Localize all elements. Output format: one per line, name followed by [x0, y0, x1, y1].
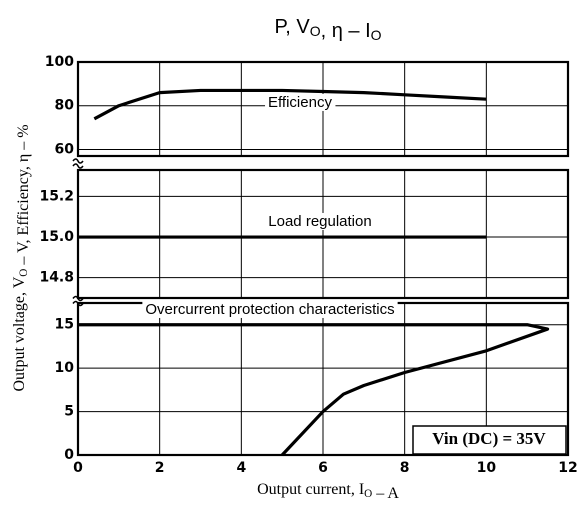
y-tick-label: 60 — [55, 141, 75, 157]
x-tick-label: 12 — [558, 460, 577, 476]
panel-frame — [76, 168, 570, 300]
x-axis-label: Output current, IO – A — [257, 481, 399, 502]
subscript: O — [310, 23, 321, 39]
text-part: – V, Efficiency, η – % — [15, 124, 32, 268]
text-part: , η – I — [321, 20, 371, 42]
x-tick-label: 10 — [477, 460, 497, 476]
label-bg — [142, 300, 398, 318]
y-tick-label: 15.0 — [39, 229, 74, 245]
subscript: O — [371, 27, 382, 43]
text-part: Output voltage, V — [11, 276, 28, 391]
label-bg — [265, 212, 375, 230]
x-tick-label: 8 — [400, 460, 410, 476]
y-tick-label: 14.8 — [39, 270, 74, 286]
subscript: O — [364, 488, 372, 500]
text-part: Output current, I — [257, 481, 364, 498]
y-tick-label: 10 — [55, 360, 75, 376]
series-label: Overcurrent protection characteristics — [145, 301, 394, 318]
text-part: – A — [372, 485, 399, 502]
series-label: Load regulation — [268, 213, 371, 230]
y-tick-label: 80 — [55, 98, 75, 114]
label-bg — [265, 93, 336, 111]
x-tick-label: 6 — [318, 460, 328, 476]
annotation: Vin (DC) = 35V — [432, 429, 546, 448]
y-tick-label: 15 — [55, 317, 74, 333]
y-tick-label: 0 — [64, 447, 74, 463]
line — [93, 88, 487, 121]
axis-break — [72, 158, 84, 169]
axis-break — [72, 295, 84, 307]
subscript: O — [18, 269, 30, 277]
chart-title: P, VO, η – IO — [274, 16, 381, 42]
annotation-box — [412, 425, 567, 455]
x-tick-label: 2 — [155, 460, 165, 476]
y-tick-label: 15.2 — [39, 188, 74, 204]
panel-frame — [76, 60, 570, 158]
x-tick-label: 0 — [73, 460, 83, 476]
y-axis-label: Output voltage, VO – V, Efficiency, η – … — [11, 124, 32, 391]
x-tick-label: 4 — [236, 460, 246, 476]
y-tick-label: 5 — [64, 404, 74, 420]
line — [78, 323, 550, 457]
text-part: P, V — [274, 16, 310, 38]
series-label: Efficiency — [268, 94, 332, 111]
y-tick-label: 100 — [45, 54, 74, 70]
